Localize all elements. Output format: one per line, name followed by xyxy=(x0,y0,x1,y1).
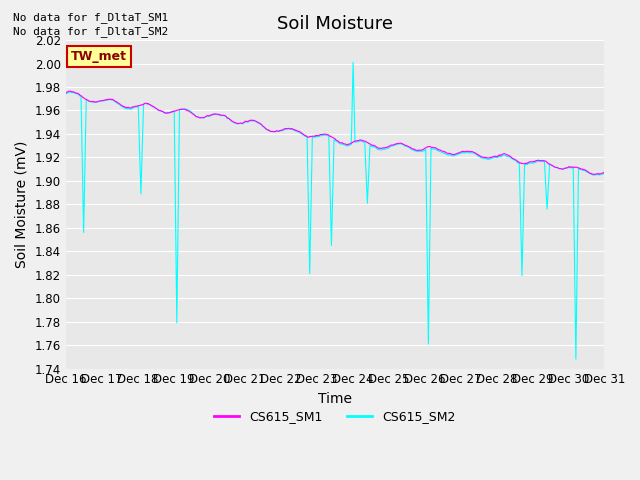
CS615_SM2 xyxy=(600,170,608,176)
CS615_SM2 xyxy=(537,158,545,164)
Line: CS615_SM2: CS615_SM2 xyxy=(66,62,604,359)
Text: TW_met: TW_met xyxy=(71,50,127,63)
Line: CS615_SM1: CS615_SM1 xyxy=(66,91,604,174)
CS615_SM1 xyxy=(62,90,70,96)
CS615_SM2 xyxy=(572,356,580,362)
X-axis label: Time: Time xyxy=(318,392,352,406)
CS615_SM1 xyxy=(67,88,74,94)
CS615_SM1 xyxy=(600,169,608,175)
CS615_SM1 xyxy=(169,109,177,115)
Text: No data for f_DltaT_SM2: No data for f_DltaT_SM2 xyxy=(13,26,168,37)
Legend: CS615_SM1, CS615_SM2: CS615_SM1, CS615_SM2 xyxy=(209,405,461,428)
CS615_SM2 xyxy=(168,108,176,114)
Text: No data for f_DltaT_SM1: No data for f_DltaT_SM1 xyxy=(13,12,168,23)
CS615_SM1 xyxy=(182,107,189,113)
CS615_SM2 xyxy=(419,148,427,154)
CS615_SM2 xyxy=(62,91,70,97)
CS615_SM2 xyxy=(490,155,497,160)
CS615_SM2 xyxy=(182,106,189,112)
CS615_SM2 xyxy=(242,119,250,125)
CS615_SM1 xyxy=(589,171,597,177)
CS615_SM1 xyxy=(419,147,427,153)
CS615_SM1 xyxy=(537,158,545,164)
CS615_SM1 xyxy=(243,119,250,124)
CS615_SM1 xyxy=(490,154,497,159)
Title: Soil Moisture: Soil Moisture xyxy=(277,15,393,33)
CS615_SM2 xyxy=(349,60,357,65)
Y-axis label: Soil Moisture (mV): Soil Moisture (mV) xyxy=(15,141,29,268)
